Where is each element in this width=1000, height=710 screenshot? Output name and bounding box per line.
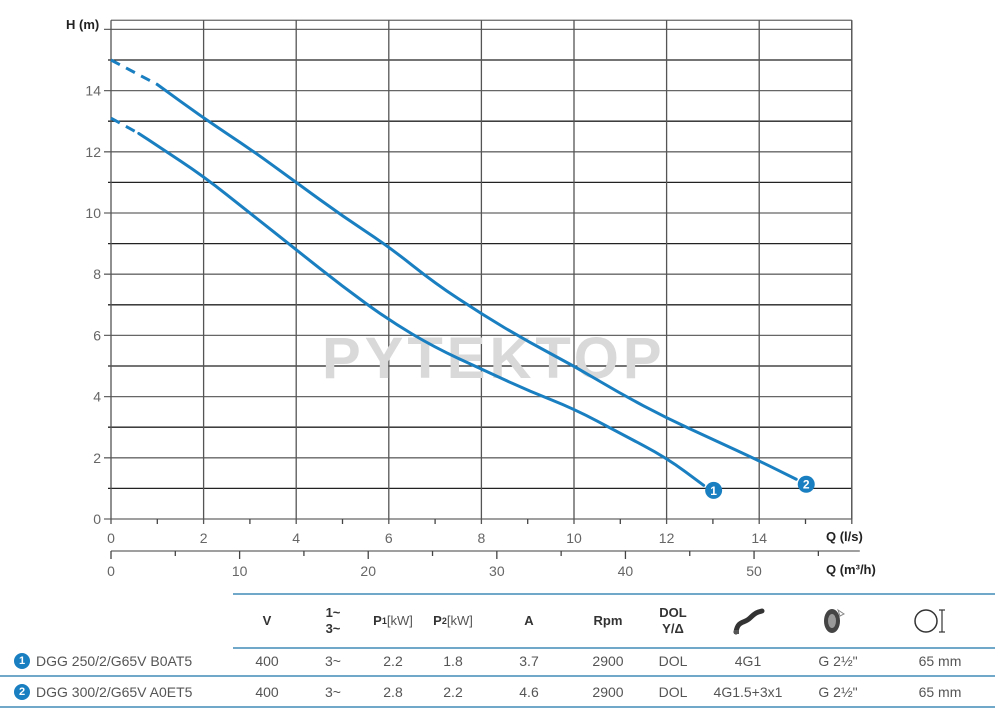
rpm-cell: 2900: [592, 652, 624, 669]
outlet-thread-icon: [808, 595, 858, 647]
phase-cell: 3~: [325, 652, 341, 669]
rpm-cell: 2900: [592, 683, 624, 700]
header-phase-1: 1~: [325, 605, 341, 620]
svg-text:10: 10: [85, 205, 101, 221]
curve-1-marker: 1: [705, 481, 723, 499]
x-axis-title: Q (l/s): [826, 529, 863, 544]
svg-text:1: 1: [710, 484, 717, 498]
passage-cell: 65 mm: [918, 683, 962, 700]
cable-cell: 4G1: [734, 652, 762, 669]
model-name: DGG 300/2/G65V A0ET5: [36, 683, 193, 700]
header-rpm: Rpm: [593, 613, 623, 628]
p1-cell: 2.8: [383, 683, 403, 700]
header-p2-label: P: [433, 613, 442, 628]
header-starting: DOL Y/Δ: [653, 595, 693, 647]
curve-1-dashed: [110, 116, 140, 135]
p2-cell: 1.8: [443, 652, 463, 669]
curve-2: [155, 82, 798, 481]
svg-text:12: 12: [659, 530, 675, 546]
svg-text:10: 10: [232, 563, 248, 579]
curve-2-marker: 2: [797, 475, 815, 493]
y-axis-title: H (m): [66, 17, 99, 32]
amps-cell: 4.6: [519, 683, 539, 700]
x2-axis-title: Q (m³/h): [826, 562, 876, 577]
svg-text:4: 4: [292, 530, 300, 546]
chart-grid: [104, 19, 853, 524]
cable-icon: [723, 595, 773, 647]
passage-cell: 65 mm: [918, 652, 962, 669]
svg-text:2: 2: [93, 450, 101, 466]
p1-cell: 2.2: [383, 652, 403, 669]
svg-text:14: 14: [751, 530, 767, 546]
svg-text:6: 6: [93, 327, 101, 343]
header-p2-unit: [kW]: [446, 613, 473, 628]
svg-text:50: 50: [746, 563, 762, 579]
svg-text:8: 8: [478, 530, 486, 546]
svg-text:2: 2: [200, 530, 208, 546]
table-row: 1 DGG 250/2/G65V B0AT5 400 3~ 2.2 1.8 3.7…: [0, 646, 995, 677]
curve-1: [137, 131, 706, 487]
p2-cell: 2.2: [443, 683, 463, 700]
header-phase-3: 3~: [325, 621, 341, 636]
header-amps: A: [524, 613, 534, 628]
header-voltage: V: [262, 613, 272, 628]
curve-badge: 2: [14, 683, 30, 700]
watermark: PYTEKTOP: [322, 326, 666, 391]
svg-text:8: 8: [93, 266, 101, 282]
curve-badge: 1: [14, 652, 30, 669]
model-cell: 1 DGG 250/2/G65V B0AT5: [14, 646, 192, 675]
outlet-cell: G 2½": [818, 683, 858, 700]
svg-text:0: 0: [93, 511, 101, 527]
header-p1-sub: 1: [381, 616, 387, 626]
header-p1-unit: [kW]: [386, 613, 413, 628]
start-cell: DOL: [658, 652, 688, 669]
svg-text:40: 40: [618, 563, 634, 579]
header-start-yd: Y/Δ: [662, 621, 684, 636]
header-phase: 1~ 3~: [313, 595, 353, 647]
svg-text:2: 2: [803, 478, 810, 492]
svg-text:6: 6: [385, 530, 393, 546]
svg-text:0: 0: [107, 530, 115, 546]
svg-text:0: 0: [107, 563, 115, 579]
cable-cell: 4G1.5+3x1: [713, 683, 783, 700]
voltage-cell: 400: [255, 683, 279, 700]
svg-text:30: 30: [489, 563, 505, 579]
svg-text:10: 10: [566, 530, 582, 546]
header-p1-label: P: [373, 613, 382, 628]
model-cell: 2 DGG 300/2/G65V A0ET5: [14, 677, 192, 706]
voltage-cell: 400: [255, 652, 279, 669]
svg-text:12: 12: [85, 144, 101, 160]
model-name: DGG 250/2/G65V B0AT5: [36, 652, 193, 669]
free-passage-icon: [905, 595, 955, 647]
header-start-dol: DOL: [659, 605, 687, 620]
svg-text:4: 4: [93, 389, 101, 405]
outlet-cell: G 2½": [818, 652, 858, 669]
phase-cell: 3~: [325, 683, 341, 700]
table-row: 2 DGG 300/2/G65V A0ET5 400 3~ 2.8 2.2 4.6…: [0, 677, 995, 708]
start-cell: DOL: [658, 683, 688, 700]
svg-text:20: 20: [360, 563, 376, 579]
svg-text:14: 14: [85, 83, 101, 99]
curve-2-dashed: [110, 58, 159, 86]
amps-cell: 3.7: [519, 652, 539, 669]
header-p2-sub: 2: [441, 616, 447, 626]
